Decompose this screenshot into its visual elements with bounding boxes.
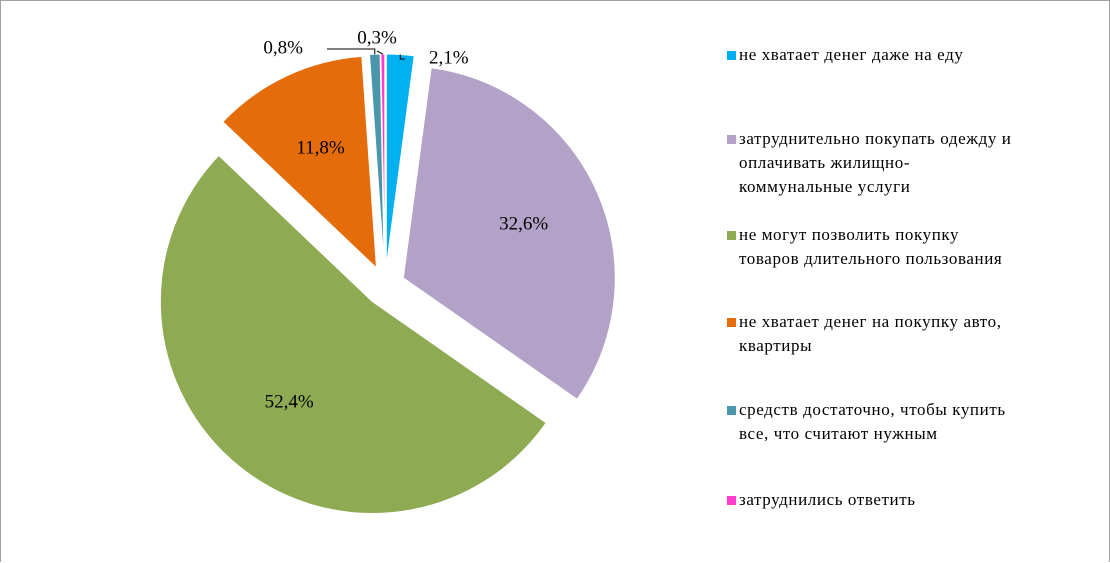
- data-label: 2,1%: [429, 47, 469, 68]
- pie-slice: [402, 67, 616, 400]
- legend-label: не могут позволить покупку товаров длите…: [739, 225, 1003, 268]
- legend-label: средств достаточно, чтобы купить все, чт…: [739, 400, 1006, 443]
- data-label: 32,6%: [499, 213, 548, 234]
- legend-swatch: [727, 496, 736, 505]
- legend-item: затруднительно покупать одежду и оплачив…: [727, 127, 1019, 199]
- leader-line: [399, 54, 405, 60]
- pie-slice: [222, 55, 378, 270]
- legend-swatch: [727, 406, 736, 415]
- legend-label: затруднились ответить: [739, 490, 916, 509]
- data-label: 11,8%: [296, 137, 345, 158]
- legend-label: не хватает денег даже на еду: [739, 45, 964, 64]
- legend-swatch: [727, 318, 736, 327]
- pie-slice: [159, 154, 547, 514]
- legend-label: затруднительно покупать одежду и оплачив…: [739, 129, 1012, 196]
- legend-label: не хватает денег на покупку авто, кварти…: [739, 312, 1002, 355]
- legend-swatch: [727, 135, 736, 144]
- data-label: 0,3%: [357, 27, 397, 48]
- leader-line: [376, 50, 384, 55]
- leader-line: [327, 48, 376, 55]
- legend-swatch: [727, 231, 736, 240]
- legend-item: затруднились ответить: [727, 488, 1019, 512]
- data-label: 0,8%: [263, 37, 303, 58]
- legend-item: не хватает денег на покупку авто, кварти…: [727, 310, 1019, 358]
- legend-item: не хватает денег даже на еду: [727, 43, 1019, 67]
- pie-slice: [368, 53, 385, 267]
- legend-item: не могут позволить покупку товаров длите…: [727, 223, 1019, 271]
- legend-swatch: [727, 51, 736, 60]
- data-label: 52,4%: [265, 392, 314, 413]
- legend-item: средств достаточно, чтобы купить все, чт…: [727, 398, 1019, 446]
